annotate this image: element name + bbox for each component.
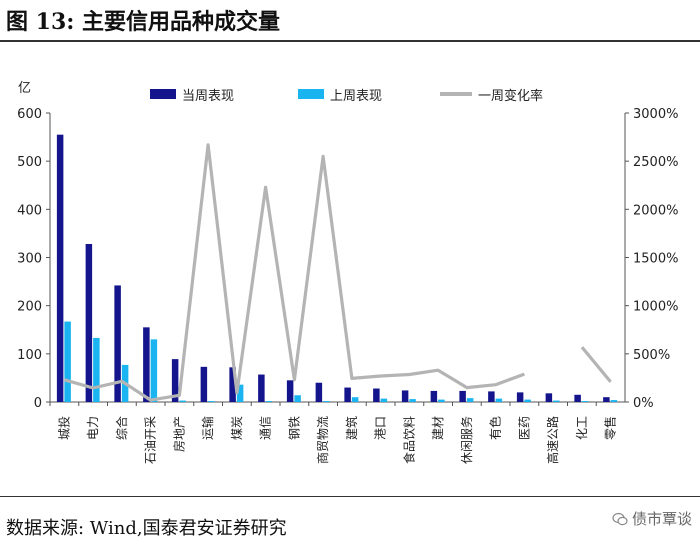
x-category-label: 综合: [114, 416, 129, 440]
x-category-label: 城投: [56, 416, 71, 440]
bar-current-week: [373, 388, 380, 402]
legend-swatch: [150, 89, 176, 99]
bar-current-week: [603, 397, 610, 402]
bar-current-week: [488, 391, 495, 402]
x-category-label: 有色: [489, 416, 503, 440]
x-category-label: 建材: [431, 416, 445, 440]
y-left-tick-label: 400: [17, 203, 42, 218]
bar-previous-week: [409, 399, 416, 402]
y-right-tick-label: 500%: [633, 348, 670, 363]
bar-previous-week: [265, 401, 273, 402]
legend-label: 上周表现: [330, 89, 382, 104]
bar-previous-week: [236, 384, 244, 402]
x-category-label: 港口: [374, 416, 388, 440]
bar-current-week: [85, 244, 93, 402]
x-category-label: 煤炭: [230, 416, 244, 440]
x-category-label: 石油开采: [144, 416, 158, 464]
bar-current-week: [143, 327, 150, 402]
figure-title: 图 13: 主要信用品种成交量: [6, 9, 281, 35]
bar-previous-week: [323, 401, 330, 402]
x-category-label: 化工: [575, 416, 589, 440]
title-rule: [0, 40, 700, 42]
bar-current-week: [286, 380, 294, 402]
bar-current-week: [401, 390, 409, 402]
bar-previous-week: [179, 400, 186, 402]
x-category-label: 商贸物流: [315, 416, 330, 464]
x-category-label: 建筑: [344, 416, 359, 440]
bar-current-week: [258, 374, 265, 402]
y-right-tick-label: 2000%: [633, 203, 678, 218]
y-right-tick-label: 1500%: [633, 252, 678, 267]
bar-current-week: [516, 392, 524, 402]
x-category-label: 运输: [200, 416, 215, 440]
y-right-tick-label: 0%: [633, 396, 654, 411]
bar-current-week: [459, 390, 466, 402]
watermark: 债市覃谈: [612, 508, 692, 529]
bar-current-week: [171, 359, 179, 402]
x-category-label: 高速公路: [545, 416, 560, 464]
bar-previous-week: [150, 339, 158, 402]
y-left-tick-label: 500: [17, 155, 42, 170]
x-category-label: 通信: [259, 416, 273, 440]
bar-current-week: [545, 393, 553, 402]
x-category-label: 休闲服务: [459, 416, 474, 464]
x-category-label: 钢铁: [287, 416, 301, 440]
bar-current-week: [200, 366, 208, 402]
bar-current-week: [114, 285, 121, 402]
bar-current-week: [229, 367, 236, 402]
rate-line-segment: [580, 346, 612, 383]
bar-previous-week: [380, 398, 388, 402]
bar-previous-week: [294, 395, 301, 402]
y-right-tick-label: 3000%: [633, 107, 678, 122]
x-category-label: 零售: [603, 416, 618, 440]
bar-previous-week: [610, 400, 618, 402]
y-right-tick-label: 1000%: [633, 300, 678, 315]
watermark-text: 债市覃谈: [631, 510, 692, 528]
bar-previous-week: [351, 397, 359, 402]
source-rule: [0, 496, 700, 497]
y-left-tick-label: 100: [17, 348, 42, 363]
bar-previous-week: [438, 399, 445, 402]
legend-swatch: [298, 89, 324, 99]
y-left-tick-label: 0: [34, 396, 42, 411]
bar-previous-week: [208, 401, 215, 402]
x-category-label: 食品饮料: [401, 416, 416, 464]
bar-current-week: [574, 394, 581, 402]
bar-previous-week: [495, 398, 503, 402]
legend-label: 当周表现: [182, 89, 234, 104]
y-left-tick-label: 200: [17, 300, 42, 315]
y-unit-label: 亿: [18, 81, 31, 96]
volume-chart: 亿 0 100 200 300 400 500 600 0% 500% 1000% 1500% 2000…: [17, 81, 678, 464]
rate-line-segment: [63, 143, 525, 402]
data-source: 数据来源: Wind,国泰君安证券研究: [6, 518, 287, 539]
bar-current-week: [344, 387, 351, 402]
bar-previous-week: [93, 337, 100, 402]
y-left-tick-label: 600: [17, 107, 42, 122]
bar-previous-week: [466, 398, 474, 402]
x-category-label: 电力: [86, 416, 100, 440]
bar-current-week: [430, 390, 438, 402]
wechat-icon: [612, 512, 628, 525]
bar-previous-week: [64, 321, 71, 402]
bar-current-week: [56, 134, 64, 403]
bar-previous-week: [581, 401, 589, 402]
y-left-tick-label: 300: [17, 252, 42, 267]
bar-previous-week: [524, 399, 531, 402]
x-category-label: 房地产: [171, 416, 186, 452]
y-right-tick-label: 2500%: [633, 155, 678, 170]
x-category-label: 医药: [517, 416, 531, 440]
bar-previous-week: [553, 400, 560, 402]
bar-current-week: [315, 382, 323, 402]
legend-label: 一周变化率: [478, 88, 543, 104]
